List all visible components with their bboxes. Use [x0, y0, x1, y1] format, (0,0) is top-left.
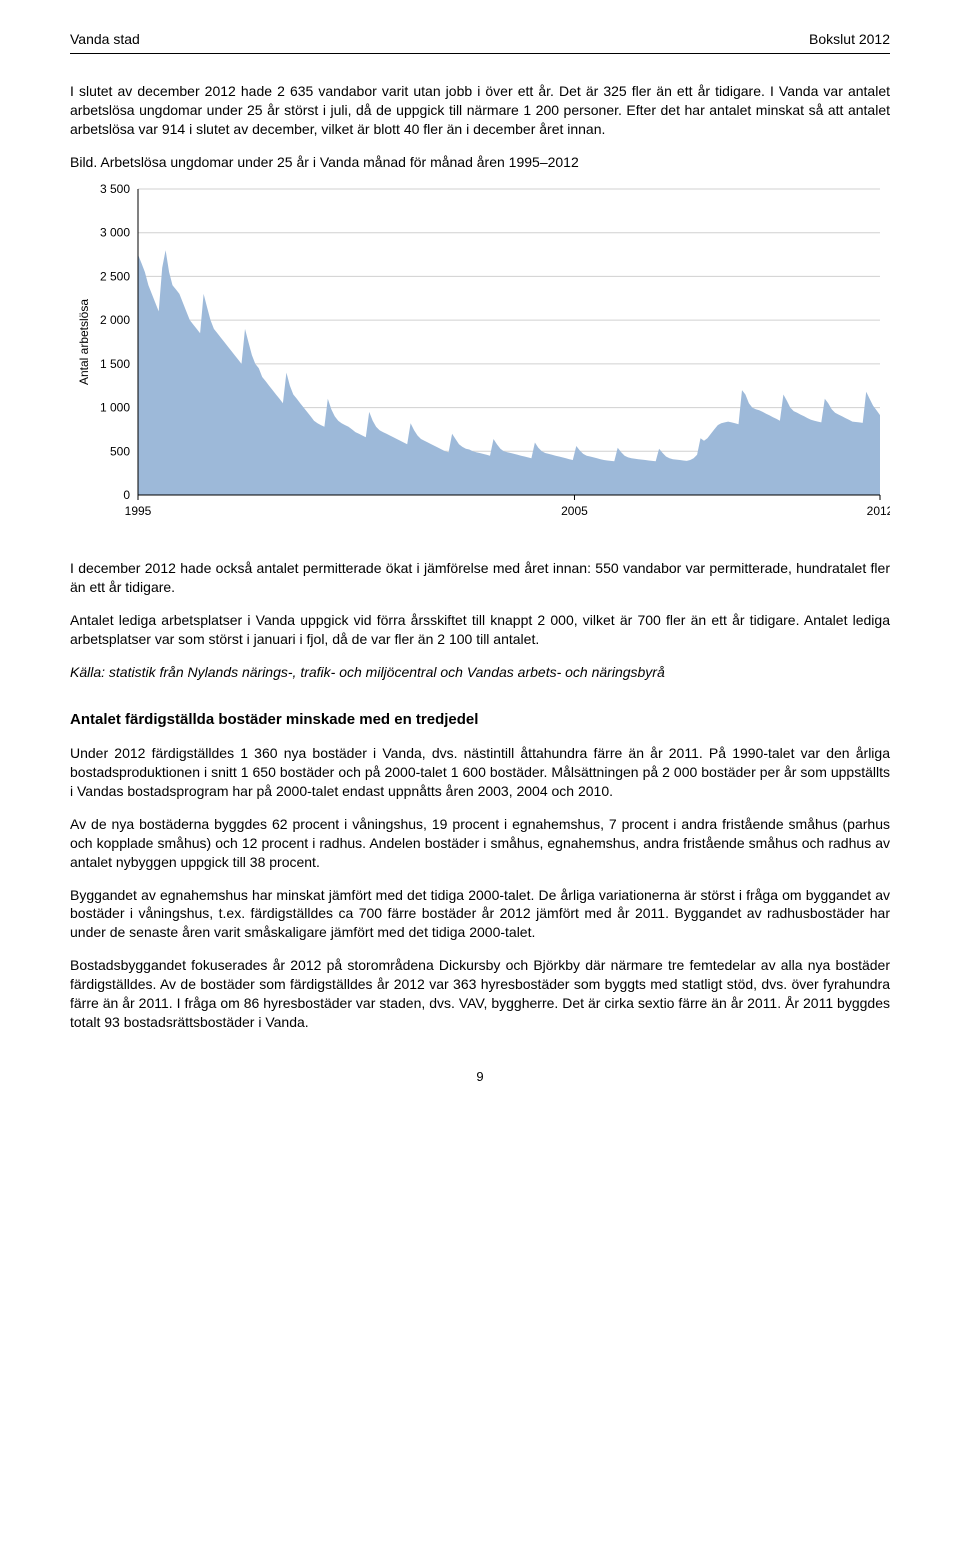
svg-text:1995: 1995	[125, 504, 152, 518]
paragraph-4: Under 2012 färdigställdes 1 360 nya bost…	[70, 744, 890, 801]
svg-text:3 000: 3 000	[100, 226, 130, 240]
svg-text:2 000: 2 000	[100, 314, 130, 328]
header-rule	[70, 53, 890, 54]
chart-caption: Bild. Arbetslösa ungdomar under 25 år i …	[70, 153, 890, 172]
paragraph-7: Bostadsbyggandet fokuserades år 2012 på …	[70, 956, 890, 1032]
paragraph-1: I slutet av december 2012 hade 2 635 van…	[70, 82, 890, 139]
svg-text:2005: 2005	[561, 504, 588, 518]
section-heading: Antalet färdigställda bostäder minskade …	[70, 710, 890, 730]
svg-text:1 000: 1 000	[100, 401, 130, 415]
svg-text:2012: 2012	[867, 504, 890, 518]
svg-text:3 500: 3 500	[100, 183, 130, 196]
area-chart: 0 500 1 000 1 500 2 000 2 500 3 000 3 500 1995 20…	[70, 183, 890, 523]
svg-text:500: 500	[110, 445, 130, 459]
svg-text:1 500: 1 500	[100, 357, 130, 371]
paragraph-2: I december 2012 hade också antalet permi…	[70, 559, 890, 597]
paragraph-6: Byggandet av egnahemshus har minskat jäm…	[70, 886, 890, 943]
header-left: Vanda stad	[70, 30, 140, 49]
source-line: Källa: statistik från Nylands närings-, …	[70, 663, 890, 682]
svg-text:2 500: 2 500	[100, 270, 130, 284]
paragraph-5: Av de nya bostäderna byggdes 62 procent …	[70, 815, 890, 872]
paragraph-3: Antalet lediga arbetsplatser i Vanda upp…	[70, 611, 890, 649]
svg-text:0: 0	[123, 488, 130, 502]
header-right: Bokslut 2012	[809, 30, 890, 49]
svg-text:Antal arbetslösa: Antal arbetslösa	[77, 299, 91, 385]
chart-svg: 0 500 1 000 1 500 2 000 2 500 3 000 3 500 1995 20…	[70, 183, 890, 523]
page-header: Vanda stad Bokslut 2012	[70, 30, 890, 49]
page-number: 9	[70, 1068, 890, 1086]
